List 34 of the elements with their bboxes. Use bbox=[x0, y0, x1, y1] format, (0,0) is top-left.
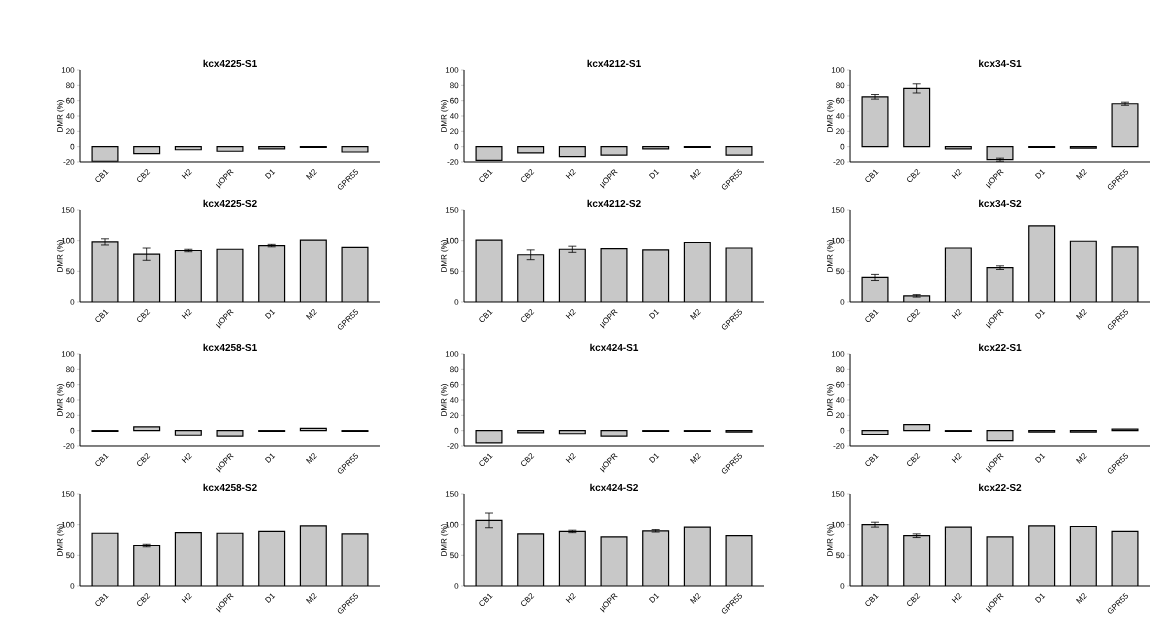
bar bbox=[684, 527, 711, 586]
bar bbox=[1111, 103, 1139, 148]
bar bbox=[861, 96, 889, 148]
bar bbox=[1028, 225, 1055, 302]
bar bbox=[1070, 241, 1097, 302]
bar bbox=[175, 532, 202, 586]
bar bbox=[133, 254, 160, 302]
bar bbox=[517, 533, 544, 586]
bar bbox=[945, 248, 972, 302]
bar bbox=[476, 520, 502, 586]
bar bbox=[175, 250, 202, 302]
bar bbox=[559, 531, 586, 586]
bar bbox=[725, 535, 753, 586]
bar bbox=[92, 533, 118, 586]
bar bbox=[217, 533, 243, 586]
bar bbox=[642, 249, 669, 302]
bar bbox=[517, 254, 544, 302]
bar bbox=[92, 241, 118, 302]
bar bbox=[601, 248, 627, 302]
bar bbox=[642, 530, 669, 586]
bar bbox=[217, 249, 243, 302]
bar bbox=[903, 87, 931, 148]
bar bbox=[725, 247, 753, 302]
bar bbox=[1111, 246, 1139, 302]
bar bbox=[258, 531, 285, 586]
bar bbox=[476, 240, 502, 302]
bar bbox=[258, 245, 285, 302]
bar bbox=[987, 267, 1013, 302]
bar bbox=[300, 240, 327, 302]
bar bbox=[300, 525, 327, 586]
bar bbox=[684, 242, 711, 302]
bar bbox=[341, 246, 369, 302]
bar bbox=[559, 249, 586, 302]
bar bbox=[133, 545, 160, 586]
